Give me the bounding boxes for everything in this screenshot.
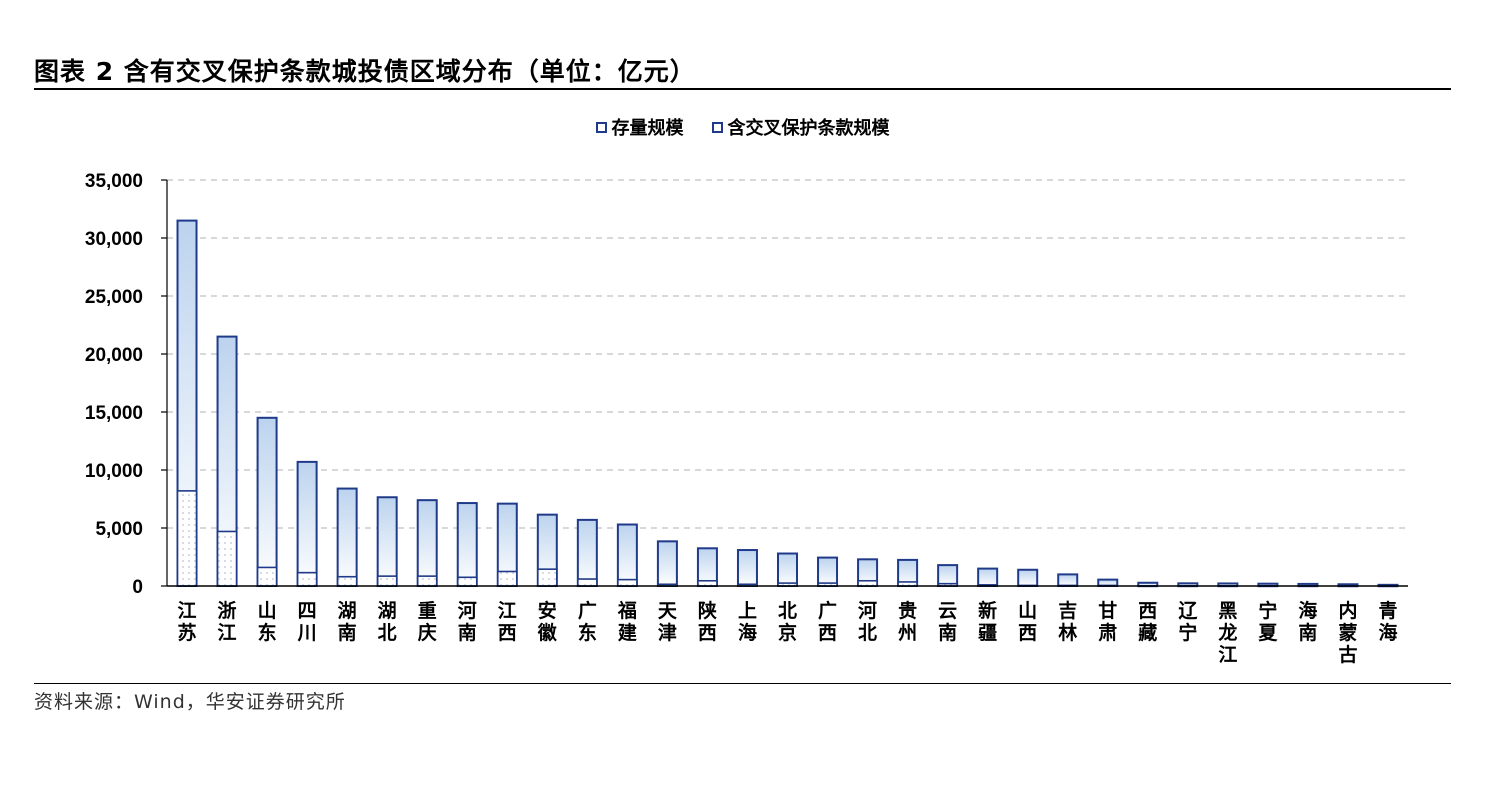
bar-cross-江苏 (176, 490, 198, 587)
x-tick-label: 云南 (938, 600, 957, 644)
x-tick-label: 江西 (498, 600, 517, 644)
x-tick-label: 湖南 (338, 600, 357, 644)
bar-cross-四川 (296, 571, 318, 587)
legend-swatch-cross (711, 121, 723, 133)
bar-cross-陕西 (697, 579, 718, 587)
y-tick-label: 30,000 (85, 229, 143, 250)
x-tick-label: 贵州 (898, 600, 917, 644)
x-tick-label: 天津 (658, 600, 678, 644)
bar-total-四川 (296, 460, 318, 588)
x-tick-label: 甘肃 (1098, 600, 1117, 644)
x-tick-label: 山西 (1018, 600, 1037, 644)
x-tick-label: 广西 (818, 599, 837, 644)
gridlines (167, 179, 1408, 529)
x-tick-label: 河北 (858, 600, 877, 644)
bar-chart: 0 5,000 10,000 15,000 20,000 25,000 30,000 35,0… (85, 171, 1408, 666)
bar-total-天津 (656, 540, 678, 588)
bar-total-新疆 (977, 567, 999, 587)
x-tick-label: 福建 (617, 599, 637, 644)
x-tick-label: 山东 (258, 600, 277, 644)
bar-cross-湖北 (376, 575, 398, 587)
y-tick-label: 20,000 (85, 345, 143, 366)
x-tick-label: 江苏 (178, 600, 197, 644)
legend-label-cross: 含交叉保护条款规模 (727, 118, 890, 139)
x-tick-label: 河南 (458, 600, 477, 644)
bar-cross-湖南 (336, 575, 358, 587)
x-tick-label: 西藏 (1138, 600, 1157, 644)
bar-total-河南 (456, 502, 478, 587)
x-tick-label: 湖北 (378, 600, 397, 644)
x-tick-label: 青海 (1378, 600, 1397, 644)
x-tick-label: 重庆 (418, 600, 437, 644)
x-tick-label: 安徽 (537, 599, 558, 644)
legend-item-cross: 含交叉保护条款规模 (711, 114, 890, 140)
bar-cross-浙江 (216, 530, 238, 587)
x-tick-label: 陕西 (698, 599, 717, 644)
bar-total-广东 (576, 518, 598, 588)
source-note: 资料来源：Wind，华安证券研究所 (34, 691, 346, 713)
bar-total-福建 (616, 523, 638, 588)
x-tick-label: 黑龙江 (1218, 600, 1237, 666)
legend-item-total: 存量规模 (595, 114, 684, 140)
x-tick-label: 内蒙古 (1338, 599, 1357, 666)
x-axis-labels: 江苏浙江山东四川湖南湖北重庆河南江西安徽广东福建天津陕西上海北京广西河北贵州云南… (178, 599, 1398, 666)
bar-total-吉林 (1057, 573, 1079, 588)
y-tick-label: 10,000 (85, 461, 143, 482)
y-tick-label: 15,000 (85, 403, 143, 424)
bar-cross-江西 (496, 570, 518, 587)
bar-total-山西 (1017, 568, 1039, 588)
x-tick-label: 四川 (297, 600, 317, 644)
bars (176, 219, 1399, 588)
bar-total-重庆 (416, 499, 438, 587)
bar-total-广西 (817, 556, 839, 588)
chart-title: 图表 2 含有交叉保护条款城投债区域分布（单位：亿元） (34, 57, 696, 86)
bar-total-北京 (777, 552, 798, 588)
x-tick-label: 宁夏 (1258, 599, 1278, 644)
x-tick-label: 新疆 (978, 599, 997, 644)
bar-cross-河南 (456, 576, 478, 587)
source-rule (34, 683, 1451, 684)
x-tick-label: 浙江 (218, 599, 237, 644)
bar-cross-重庆 (416, 575, 438, 587)
legend-label-total: 存量规模 (611, 118, 684, 139)
bar-cross-福建 (617, 578, 638, 587)
y-tick-label: 25,000 (85, 287, 143, 308)
axes (161, 179, 1408, 587)
legend: 存量规模 含交叉保护条款规模 (0, 114, 1485, 140)
bar-cross-山东 (256, 566, 278, 587)
bar-total-山东 (256, 416, 278, 587)
x-tick-label: 广东 (578, 599, 597, 644)
y-tick-label: 5,000 (95, 519, 143, 540)
bar-total-湖北 (376, 496, 398, 588)
bar-cross-河北 (857, 579, 878, 587)
x-tick-label: 北京 (778, 600, 797, 644)
y-tick-label: 35,000 (85, 171, 143, 192)
bar-total-湖南 (336, 487, 358, 587)
x-tick-label: 海南 (1298, 599, 1317, 644)
bar-total-云南 (937, 564, 959, 587)
bar-cross-广东 (577, 578, 598, 587)
title-rule (34, 88, 1451, 90)
x-tick-label: 吉林 (1058, 599, 1077, 644)
bar-cross-安徽 (537, 568, 558, 587)
legend-swatch-total (595, 121, 607, 133)
x-tick-label: 上海 (738, 600, 757, 644)
bar-total-上海 (736, 549, 758, 587)
x-tick-label: 辽宁 (1178, 600, 1197, 644)
y-axis-ticks: 0 5,000 10,000 15,000 20,000 25,000 30,000 35,0… (85, 171, 143, 598)
y-tick-label: 0 (132, 577, 143, 598)
